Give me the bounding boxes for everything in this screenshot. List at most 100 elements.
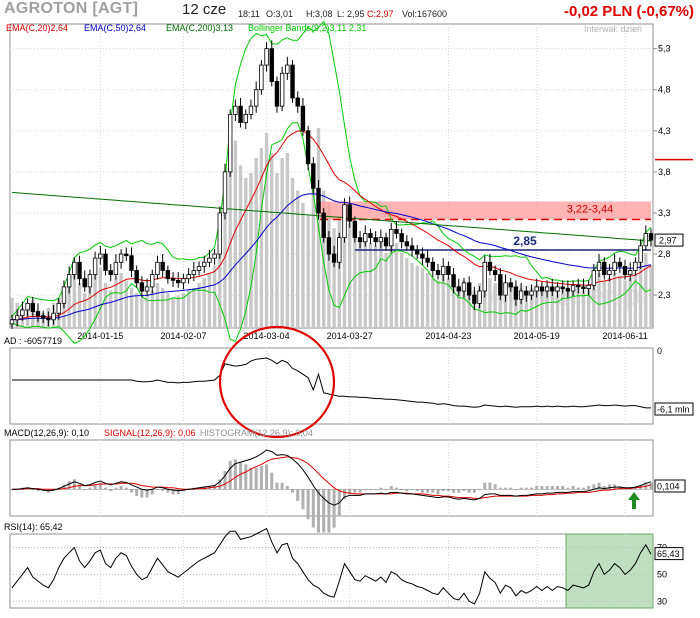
candle-body	[108, 270, 113, 275]
macd-histogram-bar	[633, 487, 637, 490]
quote-high: H:3,08	[306, 9, 333, 19]
macd-histogram-bar	[93, 484, 97, 490]
ema20-line	[11, 130, 652, 321]
macd-histogram-bar	[576, 487, 580, 490]
candle-body	[492, 270, 498, 275]
candle-body	[321, 212, 326, 239]
macd-histogram-bar	[420, 489, 424, 493]
candle-body	[581, 286, 586, 289]
bollinger-lower-line	[11, 122, 652, 345]
candle-body	[227, 113, 233, 173]
price-tick-label: 4,8	[658, 85, 671, 95]
macd-histogram-bar	[431, 489, 435, 493]
candle-body	[555, 286, 560, 292]
volume-bar	[550, 288, 554, 328]
volume-bar	[254, 158, 258, 328]
macd-histogram-bar	[415, 489, 419, 491]
candle-body	[300, 105, 306, 132]
macd-histogram-bar	[649, 482, 653, 490]
volume-bar	[103, 283, 108, 328]
volume-bar	[441, 273, 445, 328]
macd-histogram-bar	[514, 489, 518, 491]
macd-legend-entry: SIGNAL(12,26,9): 0,06	[104, 428, 196, 438]
volume-bar	[379, 240, 383, 328]
volume-bar	[607, 278, 612, 328]
volume-bar	[270, 153, 274, 328]
macd-last-box	[654, 479, 686, 493]
candle-body	[347, 204, 352, 222]
date-tick-label: 2014-02-07	[160, 331, 206, 341]
volume-bar	[93, 273, 97, 328]
volume-bar	[425, 273, 430, 328]
macd-histogram-bar	[581, 487, 585, 490]
candle-body	[46, 317, 51, 321]
candle-body	[415, 249, 420, 255]
volume-bar	[415, 265, 419, 328]
candle-body	[472, 294, 477, 304]
volume-bar	[166, 293, 170, 328]
ad-label: AD : -6057719	[4, 336, 62, 346]
ema200-line	[11, 191, 652, 242]
macd-histogram-bar	[322, 489, 326, 533]
rsi-tick-label: 50	[657, 569, 667, 579]
candle-body	[622, 265, 628, 275]
price-tick-label: 3,8	[658, 167, 671, 177]
candle-body	[342, 204, 347, 239]
macd-histogram-bar	[561, 486, 565, 490]
volume-bar	[602, 280, 606, 328]
candle-body	[404, 241, 410, 247]
volume-bar	[150, 290, 154, 328]
candle-body	[518, 290, 524, 300]
volume-bar	[285, 153, 290, 328]
candle-body	[14, 315, 20, 321]
macd-panel-frame	[9, 439, 654, 517]
volume-bar	[509, 285, 513, 328]
quote-close: C:2,97	[367, 9, 394, 19]
macd-histogram-bar	[478, 489, 482, 491]
volume-bar	[514, 290, 518, 328]
macd-histogram-bar	[348, 489, 352, 495]
macd-legend-entry: MACD(12,26,9): 0,10	[4, 428, 89, 438]
macd-histogram-bar	[249, 467, 253, 490]
macd-line	[12, 449, 652, 506]
rsi-tick-label: 30	[657, 596, 667, 606]
volume-bar	[545, 285, 549, 328]
macd-histogram-bar	[150, 489, 154, 495]
ema50-line	[11, 193, 652, 321]
macd-histogram-bar	[571, 486, 575, 490]
macd-histogram-bar	[530, 487, 534, 490]
candle-body	[222, 171, 228, 214]
macd-histogram-bar	[535, 486, 539, 490]
candle-body	[607, 270, 612, 275]
candle-body	[51, 312, 56, 321]
volume-bar	[519, 288, 523, 328]
candle-body	[129, 255, 134, 271]
volume-bar	[249, 173, 253, 328]
last-price-label: 2,97	[659, 236, 677, 246]
volume-bar	[72, 265, 77, 328]
candle-body	[487, 261, 493, 271]
macd-histogram-bar	[296, 489, 300, 501]
macd-histogram-bar	[72, 479, 76, 490]
volume-bar	[576, 288, 580, 328]
macd-histogram-bar	[171, 489, 175, 495]
macd-histogram-bar	[498, 487, 502, 490]
volume-bar	[181, 293, 186, 328]
candle-body	[430, 261, 436, 271]
candle-body	[544, 286, 550, 292]
candle-body	[383, 237, 389, 247]
macd-histogram-bar	[483, 482, 487, 490]
macd-histogram-bar	[239, 462, 243, 490]
volume-bar	[119, 273, 123, 328]
price-legend-entry: EMA(C,20)2,64	[6, 23, 68, 33]
macd-histogram-bar	[98, 482, 102, 490]
ad-last-label: -6,1 mln	[657, 405, 690, 415]
volume-bar	[88, 288, 92, 328]
volume-bar	[140, 298, 144, 328]
volume-bar	[618, 275, 622, 328]
volume-bar	[290, 178, 295, 328]
macd-histogram-bar	[145, 489, 149, 498]
rsi-label: RSI(14): 65,42	[4, 522, 63, 532]
candle-body	[409, 245, 415, 251]
volume-bar	[451, 283, 456, 328]
